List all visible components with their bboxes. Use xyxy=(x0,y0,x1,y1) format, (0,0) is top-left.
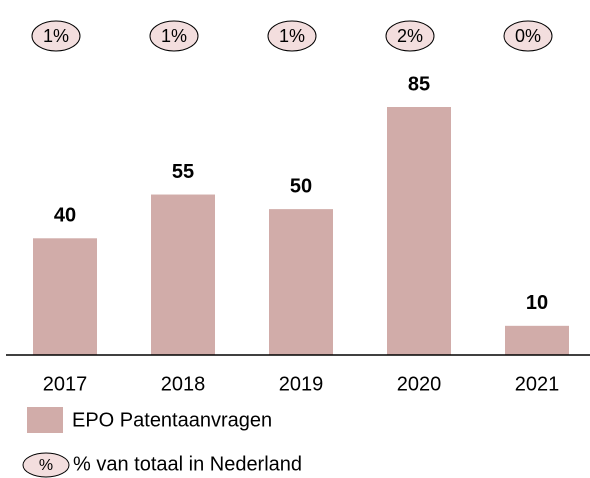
percent-bubble xyxy=(31,20,81,52)
bar xyxy=(387,107,451,355)
percent-label: 2% xyxy=(397,26,423,46)
percent-label: 0% xyxy=(515,26,541,46)
data-label: 10 xyxy=(526,292,548,314)
bar xyxy=(269,209,333,355)
percent-label: 1% xyxy=(43,26,69,46)
legend-label: % van totaal in Nederland xyxy=(73,453,302,475)
data-label: 55 xyxy=(172,161,194,183)
legend-swatch xyxy=(27,407,63,433)
legend-symbol-label: % xyxy=(39,457,53,474)
percent-bubble xyxy=(149,20,199,52)
data-label: 40 xyxy=(54,205,76,227)
data-label: 50 xyxy=(290,175,312,197)
legend-label: EPO Patentaanvragen xyxy=(72,409,272,431)
percent-label: 1% xyxy=(161,26,187,46)
x-tick-label: 2018 xyxy=(161,373,206,395)
data-label: 85 xyxy=(408,73,430,95)
x-tick-label: 2020 xyxy=(397,373,442,395)
x-tick-label: 2017 xyxy=(43,373,88,395)
bar xyxy=(151,194,215,355)
percent-bubble xyxy=(267,20,317,52)
bar xyxy=(33,238,97,355)
percent-bubble xyxy=(503,20,553,52)
percent-bubble xyxy=(385,20,435,52)
bar xyxy=(505,325,569,355)
percent-label: 1% xyxy=(279,26,305,46)
legend-symbol xyxy=(22,452,70,478)
x-tick-label: 2019 xyxy=(279,373,324,395)
x-tick-label: 2021 xyxy=(515,373,560,395)
